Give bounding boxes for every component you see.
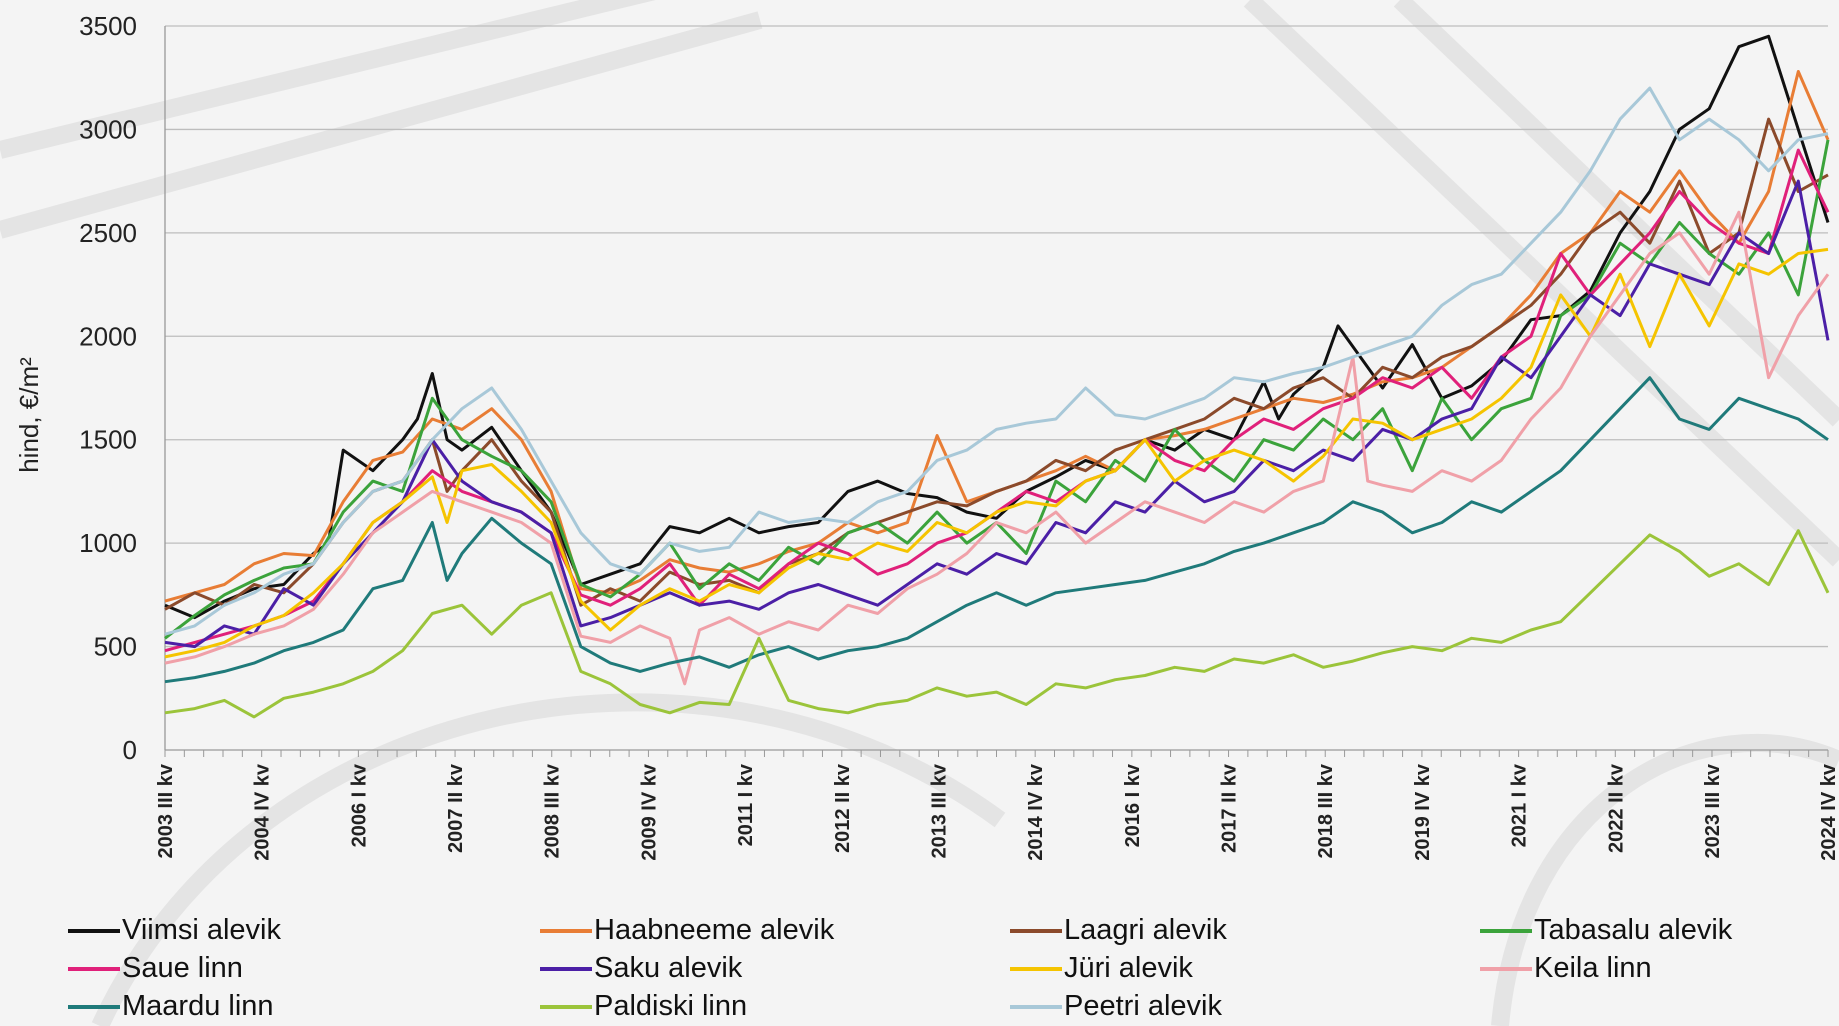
legend-swatch [68,966,120,971]
legend-item: Saku alevik [540,952,742,985]
legend-swatch [68,928,120,933]
line-chart: 0 500 1000 1500 2000 2500 3000 3500 2003 III kv… [14,11,1839,861]
legend-label: Saku alevik [594,952,743,984]
y-tick-label: 1000 [79,528,137,558]
series-line-jüri-alevik [164,247,1829,659]
legend-label: Paldiski linn [594,990,748,1022]
x-tick-label: 2018 III kv [1315,763,1337,858]
legend-item: Saue linn [68,952,243,985]
legend-item: Paldiski linn [540,990,747,1023]
legend-swatch [540,1004,592,1009]
legend-swatch [68,1004,120,1009]
x-tick-label: 2006 I kv [348,763,370,847]
series-line-maardu-linn [164,376,1829,684]
legend: Viimsi alevik Haabneeme alevik Laagri alev… [0,912,1839,1026]
legend-item: Haabneeme alevik [540,914,834,947]
x-tick-label: 2003 III kv [155,763,177,858]
legend-item: Keila linn [1480,952,1652,985]
x-tick-label: 2021 I kv [1509,763,1531,847]
series-line-saku-alevik [164,179,1830,649]
legend-label: Tabasalu alevik [1534,914,1733,946]
legend-swatch [1480,966,1532,971]
x-axis-ticks: 2003 III kv 2004 IV kv 2006 I kv 2007 II kv… [155,750,1839,861]
x-tick-label: 2014 IV kv [1025,763,1047,861]
series-line-peetri-alevik [164,86,1829,636]
legend-label: Peetri alevik [1064,990,1222,1022]
y-tick-label: 2000 [79,321,137,351]
y-tick-label: 1500 [79,425,137,455]
legend-swatch [1480,928,1532,933]
series-line-laagri-alevik [164,117,1829,611]
legend-label: Saue linn [122,952,243,984]
legend-swatch [540,928,592,933]
y-tick-label: 3000 [79,114,137,144]
x-tick-label: 2023 III kv [1702,763,1724,858]
y-axis-ticks: 0 500 1000 1500 2000 2500 3000 3500 [79,11,137,765]
series-line-paldiski-linn [164,529,1830,719]
x-tick-label: 2013 III kv [928,763,950,858]
y-axis-label: hind, €/m² [14,357,44,473]
legend-label: Keila linn [1534,952,1652,984]
x-tick-label: 2008 III kv [542,763,564,858]
legend-swatch [1010,928,1062,933]
series-line-tabasalu-alevik [164,139,1830,640]
x-tick-label: 2019 IV kv [1412,763,1434,861]
x-tick-label: 2011 I kv [735,763,757,846]
legend-label: Laagri alevik [1064,914,1227,946]
gridlines [164,25,1828,751]
y-tick-label: 0 [123,735,137,765]
legend-item: Peetri alevik [1010,990,1222,1023]
series-line-keila-linn [164,210,1830,686]
x-tick-label: 2004 IV kv [252,763,274,861]
x-tick-label: 2009 IV kv [638,763,660,861]
legend-label: Maardu linn [122,990,274,1022]
x-tick-label: 2022 II kv [1605,763,1627,853]
y-tick-label: 3500 [79,11,137,41]
legend-label: Viimsi alevik [122,914,282,946]
legend-item: Viimsi alevik [68,914,281,947]
series-lines [164,34,1830,719]
series-line-saue-linn [164,148,1830,653]
y-tick-label: 500 [94,632,137,662]
legend-item: Tabasalu alevik [1480,914,1732,947]
legend-swatch [1010,1004,1062,1009]
legend-item: Maardu linn [68,990,274,1023]
legend-item: Laagri alevik [1010,914,1227,947]
x-tick-label: 2017 II kv [1219,763,1241,853]
x-tick-label: 2007 II kv [445,763,467,853]
legend-swatch [1010,966,1062,971]
legend-item: Jüri alevik [1010,952,1193,985]
x-tick-label: 2024 IV kv [1818,763,1839,861]
legend-label: Haabneeme alevik [594,914,835,946]
legend-swatch [540,966,592,971]
legend-label: Jüri alevik [1064,952,1193,984]
series-line-viimsi-alevik [164,34,1830,620]
x-tick-label: 2012 II kv [832,763,854,853]
x-tick-label: 2016 I kv [1122,763,1144,847]
y-tick-label: 2500 [79,218,137,248]
